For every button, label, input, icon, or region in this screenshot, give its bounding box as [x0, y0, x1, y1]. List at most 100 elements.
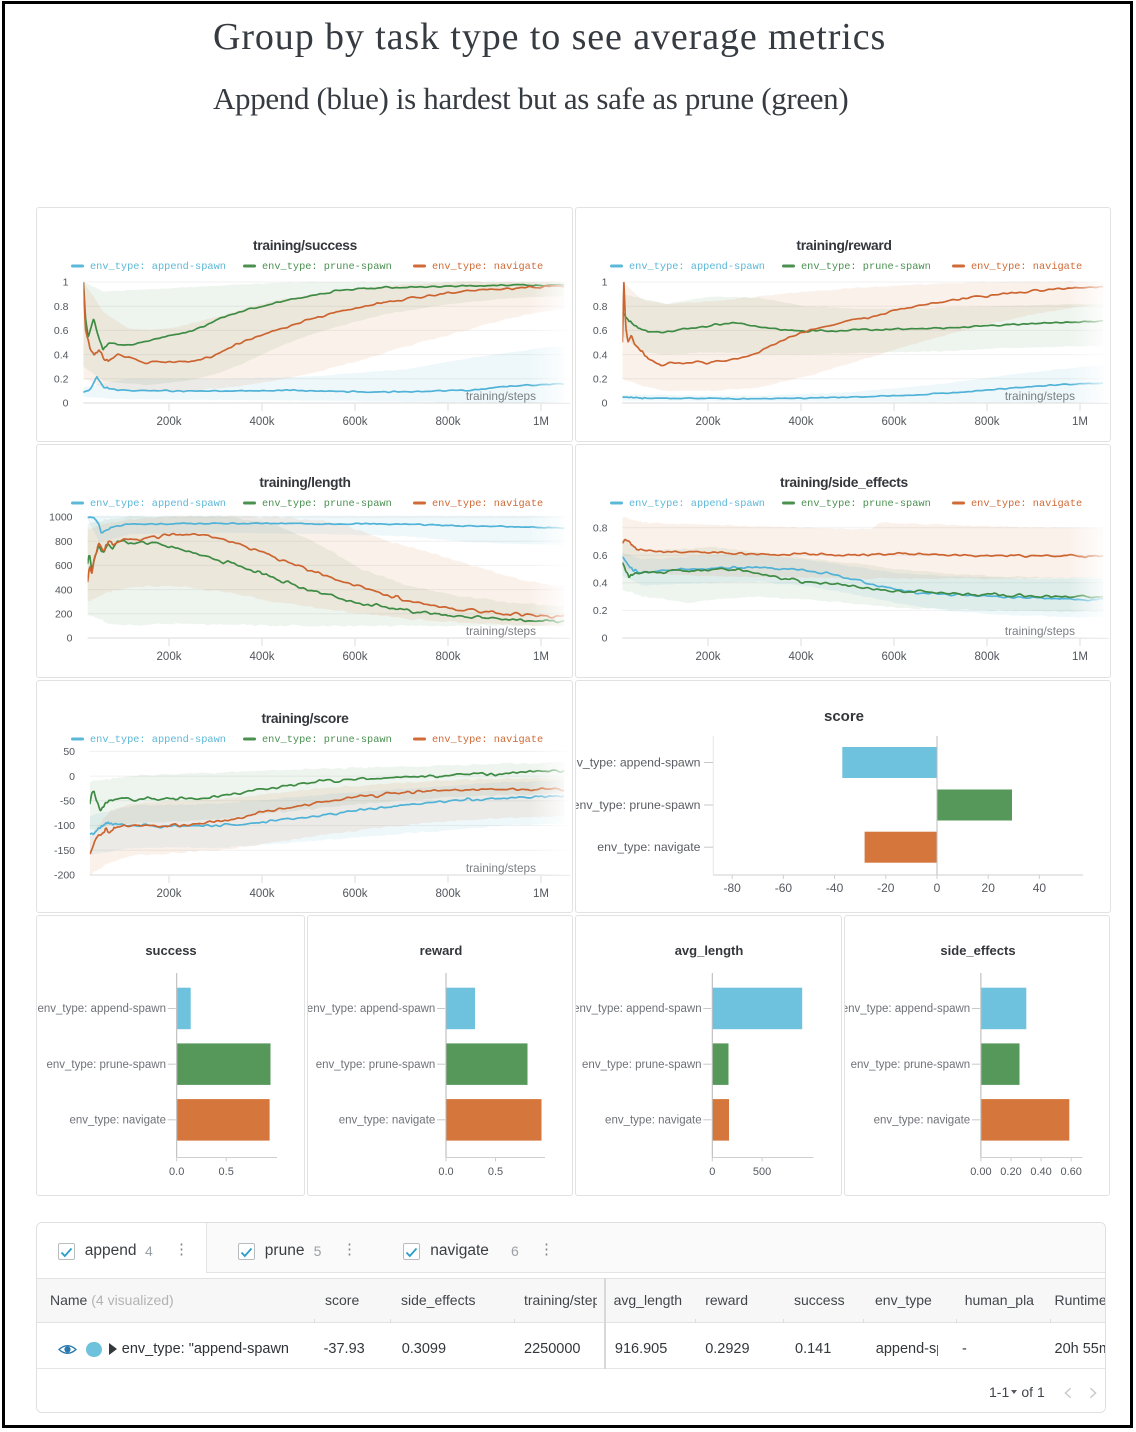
svg-text:env_type: navigate: env_type: navigate — [432, 261, 543, 273]
svg-text:600k: 600k — [343, 651, 368, 663]
svg-text:env_type: navigate: env_type: navigate — [873, 1114, 970, 1126]
svg-text:800k: 800k — [436, 651, 461, 663]
svg-text:0.6: 0.6 — [592, 550, 607, 562]
svg-text:0: 0 — [709, 1166, 715, 1178]
svg-text:training/steps: training/steps — [1004, 624, 1074, 638]
svg-text:200k: 200k — [157, 651, 182, 663]
svg-text:0.5: 0.5 — [219, 1166, 234, 1178]
svg-text:0: 0 — [69, 770, 75, 782]
svg-text:score: score — [823, 708, 863, 725]
svg-text:400k: 400k — [250, 416, 275, 428]
svg-text:0.6: 0.6 — [54, 325, 69, 337]
svg-text:env_type: append-spawn: env_type: append-spawn — [629, 498, 765, 510]
svg-text:-80: -80 — [723, 881, 741, 895]
svg-text:800k: 800k — [974, 416, 999, 428]
svg-text:env_type: prune-spawn: env_type: prune-spawn — [316, 1059, 436, 1071]
svg-text:env_type: prune-spawn: env_type: prune-spawn — [262, 498, 392, 510]
svg-text:env_type: prune-spawn: env_type: prune-spawn — [801, 498, 931, 510]
svg-text:0.2: 0.2 — [592, 374, 607, 386]
svg-text:0: 0 — [67, 633, 73, 645]
svg-text:1M: 1M — [533, 416, 549, 428]
svg-text:50: 50 — [63, 746, 75, 758]
svg-text:0.20: 0.20 — [1000, 1166, 1021, 1178]
svg-text:env_type: append-spawn: env_type: append-spawn — [576, 1003, 702, 1015]
svg-text:400k: 400k — [788, 416, 813, 428]
svg-text:training/steps: training/steps — [1004, 389, 1074, 403]
svg-text:env_type: append-spawn: env_type: append-spawn — [308, 1003, 435, 1015]
svg-text:training/side_effects: training/side_effects — [780, 475, 909, 490]
svg-text:env_type: prune-spawn: env_type: prune-spawn — [801, 261, 931, 273]
svg-text:env_type: prune-spawn: env_type: prune-spawn — [576, 798, 701, 812]
svg-text:0.4: 0.4 — [592, 349, 607, 361]
svg-text:0.00: 0.00 — [970, 1166, 991, 1178]
svg-text:reward: reward — [420, 943, 463, 958]
svg-text:0: 0 — [601, 633, 607, 645]
svg-text:0.4: 0.4 — [592, 578, 607, 590]
svg-text:1M: 1M — [533, 888, 549, 900]
svg-text:env_type: navigate: env_type: navigate — [597, 840, 700, 854]
svg-text:1M: 1M — [533, 651, 549, 663]
svg-text:success: success — [145, 943, 196, 958]
svg-text:400k: 400k — [250, 888, 275, 900]
svg-text:0.0: 0.0 — [438, 1166, 453, 1178]
svg-text:800: 800 — [55, 536, 73, 548]
svg-text:600k: 600k — [343, 888, 368, 900]
svg-text:0.8: 0.8 — [592, 301, 607, 313]
svg-text:20: 20 — [981, 881, 995, 895]
svg-text:training/steps: training/steps — [466, 389, 536, 403]
svg-text:env_type: prune-spawn: env_type: prune-spawn — [850, 1059, 970, 1071]
svg-text:env_type: prune-spawn: env_type: prune-spawn — [46, 1059, 166, 1071]
svg-text:-50: -50 — [60, 795, 75, 807]
svg-text:side_effects: side_effects — [940, 943, 1015, 958]
svg-text:env_type: navigate: env_type: navigate — [971, 261, 1082, 273]
svg-text:0.60: 0.60 — [1060, 1166, 1081, 1178]
svg-text:env_type: navigate: env_type: navigate — [339, 1114, 436, 1126]
svg-text:0.2: 0.2 — [592, 605, 607, 617]
svg-text:0.4: 0.4 — [54, 349, 69, 361]
svg-text:training/success: training/success — [253, 238, 358, 253]
svg-text:-20: -20 — [877, 881, 895, 895]
svg-text:1M: 1M — [1072, 651, 1088, 663]
svg-text:1: 1 — [63, 277, 69, 289]
svg-text:1M: 1M — [1072, 416, 1088, 428]
svg-text:800k: 800k — [974, 651, 999, 663]
svg-text:env_type: append-spawn: env_type: append-spawn — [845, 1003, 970, 1015]
svg-text:600k: 600k — [343, 416, 368, 428]
svg-text:400k: 400k — [788, 651, 813, 663]
svg-text:200k: 200k — [695, 651, 720, 663]
svg-text:0.0: 0.0 — [169, 1166, 184, 1178]
svg-text:0: 0 — [933, 881, 940, 895]
svg-text:env_type: append-spawn: env_type: append-spawn — [37, 1003, 166, 1015]
svg-text:0.6: 0.6 — [592, 325, 607, 337]
svg-text:0.5: 0.5 — [488, 1166, 503, 1178]
svg-text:0: 0 — [601, 398, 607, 410]
svg-text:200k: 200k — [157, 888, 182, 900]
svg-text:1000: 1000 — [49, 512, 73, 524]
svg-text:400k: 400k — [250, 651, 275, 663]
svg-text:0: 0 — [63, 398, 69, 410]
svg-text:500: 500 — [753, 1166, 771, 1178]
svg-text:env_type: append-spawn: env_type: append-spawn — [90, 498, 226, 510]
svg-text:800k: 800k — [436, 416, 461, 428]
svg-text:200: 200 — [55, 609, 73, 621]
svg-text:env_type: prune-spawn: env_type: prune-spawn — [582, 1059, 702, 1071]
svg-text:200k: 200k — [695, 416, 720, 428]
svg-text:-40: -40 — [825, 881, 843, 895]
svg-text:40: 40 — [1032, 881, 1046, 895]
svg-text:training/steps: training/steps — [466, 624, 536, 638]
svg-text:env_type: navigate: env_type: navigate — [605, 1114, 702, 1126]
svg-text:800k: 800k — [436, 888, 461, 900]
svg-text:-100: -100 — [54, 820, 75, 832]
svg-text:env_type: navigate: env_type: navigate — [432, 498, 543, 510]
svg-text:env_type: prune-spawn: env_type: prune-spawn — [262, 733, 392, 745]
svg-text:200k: 200k — [157, 416, 182, 428]
svg-text:training/steps: training/steps — [466, 861, 536, 875]
svg-text:600k: 600k — [881, 416, 906, 428]
svg-text:env_type: prune-spawn: env_type: prune-spawn — [262, 261, 392, 273]
svg-text:env_type: navigate: env_type: navigate — [432, 733, 543, 745]
svg-text:600k: 600k — [881, 651, 906, 663]
svg-text:-150: -150 — [54, 844, 75, 856]
svg-text:-60: -60 — [774, 881, 792, 895]
svg-text:env_type: navigate: env_type: navigate — [971, 498, 1082, 510]
svg-text:env_type: append-spawn: env_type: append-spawn — [90, 733, 226, 745]
